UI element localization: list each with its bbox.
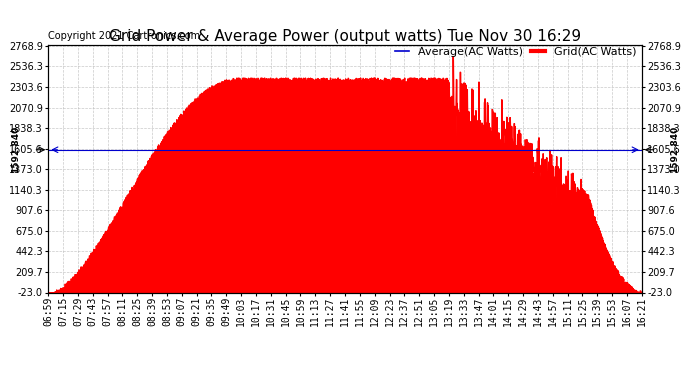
- Text: 1592.840: 1592.840: [11, 126, 20, 173]
- Text: Copyright 2021 Cartronics.com: Copyright 2021 Cartronics.com: [48, 31, 200, 41]
- Legend: Average(AC Watts), Grid(AC Watts): Average(AC Watts), Grid(AC Watts): [395, 47, 636, 57]
- Text: 1592.840: 1592.840: [670, 126, 679, 173]
- Title: Grid Power & Average Power (output watts) Tue Nov 30 16:29: Grid Power & Average Power (output watts…: [109, 29, 581, 44]
